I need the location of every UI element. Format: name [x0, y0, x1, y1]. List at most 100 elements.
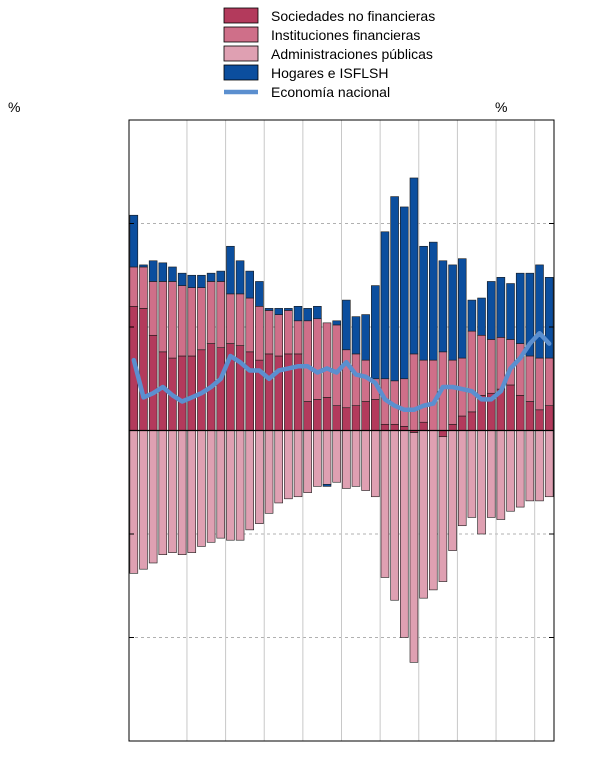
- bar-instituciones-financieras-2013Q4: [139, 266, 148, 309]
- bar-instituciones-financieras-2024Q2: [544, 357, 554, 406]
- bar-administraciones-p-blicas-2024Q2: [544, 430, 554, 498]
- bar-administraciones-p-blicas-2023Q4: [525, 430, 535, 502]
- bar-hogares-e-isflsh-2024Q1: [535, 264, 544, 359]
- bar-hogares-e-isflsh-2015Q2: [197, 274, 206, 288]
- bar-hogares-e-isflsh-2021Q2: [429, 241, 438, 361]
- bar-hogares-e-isflsh-2021Q1: [419, 245, 428, 361]
- line-economia-nacional: [131, 330, 552, 413]
- y-ticks-right: [549, 119, 554, 742]
- bar-sociedades-no-financieras-2017Q1: [264, 353, 274, 431]
- bar-instituciones-financieras-2020Q3: [400, 378, 409, 427]
- bar-instituciones-financieras-2013Q3: [129, 266, 139, 307]
- bar-administraciones-p-blicas-2021Q2: [429, 430, 438, 591]
- bar-instituciones-financieras-2016Q1: [226, 293, 235, 344]
- bar-administraciones-p-blicas-2020Q1: [380, 430, 390, 578]
- bar-administraciones-p-blicas-2019Q3: [361, 430, 370, 491]
- bar-hogares-e-isflsh-2016Q3: [245, 270, 254, 299]
- bar-hogares-e-isflsh-2020Q4: [409, 177, 419, 355]
- bar-hogares-e-isflsh-2023Q4: [525, 272, 535, 357]
- bar-hogares-e-isflsh-2019Q4: [371, 285, 380, 380]
- bar-administraciones-p-blicas-2018Q4: [332, 430, 341, 483]
- bar-instituciones-financieras-2016Q4: [255, 305, 264, 361]
- legend-swatch-administraciones-p-blicas: [223, 45, 259, 62]
- bar-administraciones-p-blicas-2017Q1: [264, 430, 274, 514]
- bar-hogares-e-isflsh-2019Q3: [361, 314, 370, 361]
- bar-sociedades-no-financieras-2014Q1: [148, 334, 158, 431]
- bar-hogares-e-isflsh-2023Q2: [506, 283, 515, 340]
- bar-administraciones-p-blicas-2022Q3: [477, 430, 486, 535]
- bar-sociedades-no-financieras-2019Q2: [351, 405, 361, 431]
- bar-administraciones-p-blicas-2015Q2: [197, 430, 206, 547]
- bar-instituciones-financieras-2016Q3: [245, 297, 254, 353]
- bar-hogares-e-isflsh-2016Q2: [235, 260, 245, 295]
- bar-administraciones-p-blicas-2022Q1: [457, 430, 467, 527]
- bar-hogares-e-isflsh-2018Q4: [332, 320, 341, 326]
- bar-instituciones-financieras-2018Q3: [322, 322, 332, 398]
- bar-administraciones-p-blicas-2022Q2: [467, 430, 477, 518]
- bar-administraciones-p-blicas-2018Q3: [322, 430, 332, 485]
- bar-administraciones-p-blicas-2018Q1: [303, 430, 312, 493]
- bar-administraciones-p-blicas-2013Q4: [139, 430, 148, 570]
- bar-administraciones-p-blicas-2020Q3: [400, 430, 409, 638]
- bar-sociedades-no-financieras-2024Q1: [535, 409, 544, 431]
- bar-hogares-e-isflsh-2017Q1: [264, 308, 274, 311]
- bar-instituciones-financieras-2017Q4: [293, 320, 303, 355]
- bar-administraciones-p-blicas-2020Q4: [409, 432, 419, 663]
- bar-administraciones-p-blicas-2014Q4: [177, 430, 187, 555]
- bar-sociedades-no-financieras-2021Q3: [438, 430, 448, 438]
- left-axis-unit: %: [8, 99, 20, 115]
- bar-instituciones-financieras-2018Q1: [303, 320, 312, 402]
- bar-hogares-e-isflsh-2018Q2: [313, 305, 322, 320]
- bar-hogares-e-isflsh-2016Q1: [226, 245, 235, 295]
- bar-sociedades-no-financieras-2023Q4: [525, 401, 535, 431]
- bar-hogares-e-isflsh-2013Q3: [129, 214, 139, 268]
- bar-instituciones-financieras-2018Q2: [313, 318, 322, 400]
- bar-administraciones-p-blicas-2018Q2: [313, 430, 322, 487]
- bar-hogares-e-isflsh-2015Q3: [206, 272, 216, 282]
- bar-administraciones-p-blicas-2016Q3: [245, 430, 254, 531]
- bar-sociedades-no-financieras-2014Q4: [177, 355, 187, 431]
- bar-hogares-e-isflsh-2020Q1: [380, 231, 390, 380]
- bar-administraciones-p-blicas-2015Q3: [206, 430, 216, 543]
- bar-sociedades-no-financieras-2019Q4: [371, 399, 380, 431]
- bar-sociedades-no-financieras-2022Q1: [457, 415, 467, 431]
- bar-sociedades-no-financieras-2020Q2: [390, 423, 399, 431]
- bar-hogares-e-isflsh-2014Q4: [177, 272, 187, 286]
- bar-administraciones-p-blicas-2015Q4: [216, 430, 226, 539]
- legend-swatch-instituciones-financieras: [223, 26, 259, 43]
- bar-administraciones-p-blicas-2023Q1: [496, 430, 506, 520]
- bar-sociedades-no-financieras-2022Q2: [467, 411, 477, 431]
- bar-administraciones-p-blicas-2021Q1: [419, 430, 428, 599]
- bar-instituciones-financieras-2023Q4: [525, 355, 535, 402]
- bar-instituciones-financieras-2018Q4: [332, 324, 341, 406]
- bar-sociedades-no-financieras-2018Q3: [322, 397, 332, 431]
- line-layer: [131, 330, 552, 413]
- legend-label-econom-a-nacional: Economía nacional: [271, 84, 390, 100]
- bar-sociedades-no-financieras-2024Q2: [544, 405, 554, 431]
- bar-instituciones-financieras-2014Q3: [168, 281, 177, 359]
- bar-hogares-e-isflsh-2018Q1: [303, 308, 312, 322]
- bar-instituciones-financieras-2022Q4: [486, 339, 496, 394]
- bar-instituciones-financieras-2017Q2: [274, 314, 283, 357]
- bar-administraciones-p-blicas-2015Q1: [187, 430, 197, 553]
- bar-sociedades-no-financieras-2018Q1: [303, 401, 312, 431]
- bar-hogares-e-isflsh-2023Q1: [496, 277, 506, 338]
- bar-instituciones-financieras-2020Q4: [409, 353, 419, 431]
- legend-swatch-sociedades-no-financieras: [223, 7, 259, 24]
- bar-instituciones-financieras-2015Q2: [197, 287, 206, 351]
- bar-sociedades-no-financieras-2018Q2: [313, 399, 322, 431]
- bar-instituciones-financieras-2015Q1: [187, 287, 197, 357]
- bar-hogares-e-isflsh-2016Q4: [255, 281, 264, 307]
- bar-administraciones-p-blicas-2016Q1: [226, 430, 235, 541]
- bar-sociedades-no-financieras-2015Q4: [216, 347, 226, 431]
- legend-label-instituciones-financieras: Instituciones financieras: [271, 27, 420, 43]
- bar-administraciones-p-blicas-2019Q1: [342, 430, 351, 489]
- bar-hogares-e-isflsh-2021Q4: [448, 264, 457, 361]
- bar-administraciones-p-blicas-2014Q1: [148, 430, 158, 564]
- bar-hogares-e-isflsh-2017Q4: [293, 305, 303, 322]
- bar-administraciones-p-blicas-2017Q4: [293, 430, 303, 498]
- bar-administraciones-p-blicas-2014Q3: [168, 430, 177, 553]
- bar-sociedades-no-financieras-2018Q4: [332, 405, 341, 431]
- bar-administraciones-p-blicas-2022Q4: [486, 430, 496, 518]
